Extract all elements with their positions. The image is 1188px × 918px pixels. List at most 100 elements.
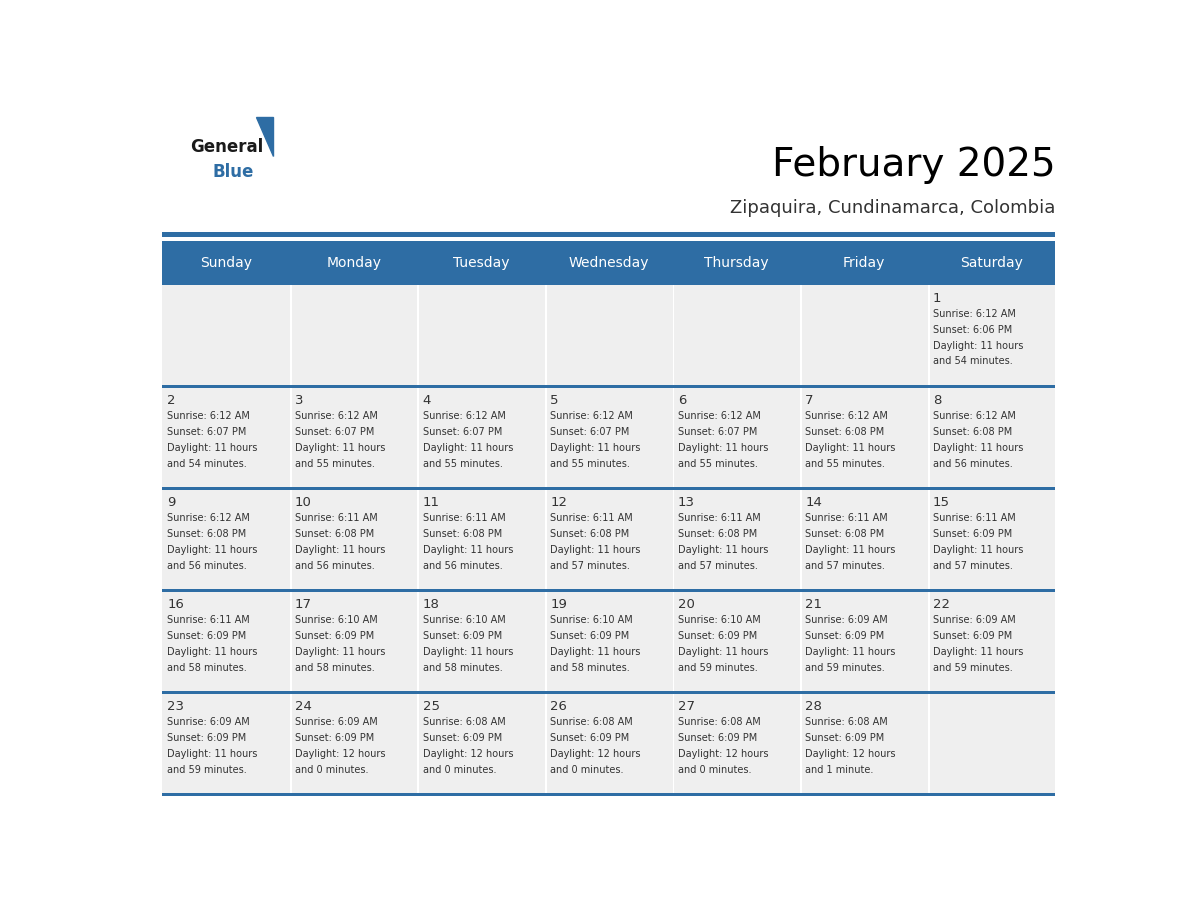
- Text: 11: 11: [423, 496, 440, 509]
- Text: 26: 26: [550, 700, 567, 713]
- Text: Sunset: 6:07 PM: Sunset: 6:07 PM: [423, 427, 503, 437]
- Text: Sunrise: 6:10 AM: Sunrise: 6:10 AM: [550, 615, 633, 625]
- Bar: [928, 592, 930, 694]
- Bar: [545, 694, 672, 796]
- Text: Sunrise: 6:11 AM: Sunrise: 6:11 AM: [933, 513, 1016, 523]
- Text: Sunrise: 6:12 AM: Sunrise: 6:12 AM: [295, 411, 378, 421]
- Bar: [928, 592, 1055, 694]
- Bar: [163, 241, 1055, 285]
- Text: Sunset: 6:09 PM: Sunset: 6:09 PM: [295, 733, 374, 743]
- Text: Sunset: 6:09 PM: Sunset: 6:09 PM: [550, 733, 630, 743]
- Text: and 58 minutes.: and 58 minutes.: [168, 663, 247, 673]
- Text: 14: 14: [805, 496, 822, 509]
- Text: Sunset: 6:08 PM: Sunset: 6:08 PM: [805, 529, 885, 539]
- Bar: [801, 387, 802, 489]
- Text: Daylight: 11 hours: Daylight: 11 hours: [805, 544, 896, 554]
- Bar: [672, 592, 801, 694]
- Text: Daylight: 11 hours: Daylight: 11 hours: [168, 442, 258, 453]
- Text: Sunrise: 6:12 AM: Sunrise: 6:12 AM: [805, 411, 889, 421]
- Text: Daylight: 12 hours: Daylight: 12 hours: [550, 749, 640, 759]
- Text: Daylight: 11 hours: Daylight: 11 hours: [295, 442, 385, 453]
- Text: Daylight: 11 hours: Daylight: 11 hours: [677, 647, 769, 657]
- Bar: [672, 489, 675, 592]
- Text: 6: 6: [677, 394, 687, 407]
- Bar: [163, 385, 1055, 387]
- Text: Sunset: 6:09 PM: Sunset: 6:09 PM: [677, 631, 757, 641]
- Bar: [801, 694, 928, 796]
- Bar: [290, 285, 292, 387]
- Text: Daylight: 11 hours: Daylight: 11 hours: [933, 544, 1023, 554]
- Text: and 57 minutes.: and 57 minutes.: [933, 561, 1013, 571]
- Text: 19: 19: [550, 598, 567, 610]
- Text: Sunset: 6:09 PM: Sunset: 6:09 PM: [423, 733, 501, 743]
- Text: Daylight: 11 hours: Daylight: 11 hours: [295, 647, 385, 657]
- Bar: [545, 489, 546, 592]
- Bar: [290, 387, 292, 489]
- Text: and 54 minutes.: and 54 minutes.: [933, 356, 1012, 366]
- Text: Sunrise: 6:10 AM: Sunrise: 6:10 AM: [423, 615, 505, 625]
- Text: Sunrise: 6:10 AM: Sunrise: 6:10 AM: [677, 615, 760, 625]
- Bar: [545, 694, 546, 796]
- Text: and 55 minutes.: and 55 minutes.: [423, 458, 503, 468]
- Bar: [290, 285, 417, 387]
- Text: and 59 minutes.: and 59 minutes.: [677, 663, 758, 673]
- Text: and 0 minutes.: and 0 minutes.: [295, 765, 368, 775]
- Text: Sunrise: 6:11 AM: Sunrise: 6:11 AM: [423, 513, 505, 523]
- Bar: [672, 387, 801, 489]
- Text: 8: 8: [933, 394, 941, 407]
- Text: 22: 22: [933, 598, 950, 610]
- Bar: [417, 285, 419, 387]
- Text: Sunset: 6:09 PM: Sunset: 6:09 PM: [805, 631, 885, 641]
- Text: and 55 minutes.: and 55 minutes.: [550, 458, 630, 468]
- Text: 10: 10: [295, 496, 312, 509]
- Text: Sunset: 6:08 PM: Sunset: 6:08 PM: [805, 427, 885, 437]
- Text: Sunrise: 6:09 AM: Sunrise: 6:09 AM: [933, 615, 1016, 625]
- Bar: [672, 694, 801, 796]
- Text: and 0 minutes.: and 0 minutes.: [550, 765, 624, 775]
- Text: and 57 minutes.: and 57 minutes.: [550, 561, 630, 571]
- Text: and 57 minutes.: and 57 minutes.: [677, 561, 758, 571]
- Text: Sunset: 6:08 PM: Sunset: 6:08 PM: [423, 529, 501, 539]
- Bar: [928, 489, 930, 592]
- Text: General: General: [190, 138, 264, 156]
- Text: 1: 1: [933, 292, 941, 305]
- Text: and 56 minutes.: and 56 minutes.: [933, 458, 1012, 468]
- Text: 25: 25: [423, 700, 440, 713]
- Text: Sunrise: 6:11 AM: Sunrise: 6:11 AM: [677, 513, 760, 523]
- Text: 17: 17: [295, 598, 312, 610]
- Text: and 0 minutes.: and 0 minutes.: [423, 765, 497, 775]
- Bar: [672, 694, 675, 796]
- Text: Sunset: 6:09 PM: Sunset: 6:09 PM: [933, 631, 1012, 641]
- Polygon shape: [257, 118, 273, 156]
- Bar: [801, 489, 802, 592]
- Text: Sunset: 6:07 PM: Sunset: 6:07 PM: [677, 427, 757, 437]
- Text: 24: 24: [295, 700, 312, 713]
- Bar: [801, 592, 928, 694]
- Bar: [928, 694, 930, 796]
- Bar: [417, 489, 545, 592]
- Bar: [163, 231, 1055, 238]
- Bar: [545, 285, 546, 387]
- Bar: [417, 489, 419, 592]
- Bar: [928, 387, 1055, 489]
- Text: Sunrise: 6:11 AM: Sunrise: 6:11 AM: [295, 513, 378, 523]
- Text: Sunrise: 6:08 AM: Sunrise: 6:08 AM: [423, 717, 505, 727]
- Bar: [163, 489, 290, 592]
- Text: Sunset: 6:08 PM: Sunset: 6:08 PM: [168, 529, 247, 539]
- Bar: [163, 285, 290, 387]
- Text: and 56 minutes.: and 56 minutes.: [295, 561, 374, 571]
- Text: and 58 minutes.: and 58 minutes.: [550, 663, 630, 673]
- Bar: [545, 592, 546, 694]
- Text: 12: 12: [550, 496, 567, 509]
- Bar: [163, 592, 290, 694]
- Text: Sunset: 6:06 PM: Sunset: 6:06 PM: [933, 325, 1012, 335]
- Bar: [290, 387, 417, 489]
- Text: Daylight: 11 hours: Daylight: 11 hours: [295, 544, 385, 554]
- Bar: [163, 588, 1055, 592]
- Text: Sunrise: 6:09 AM: Sunrise: 6:09 AM: [805, 615, 889, 625]
- Text: 13: 13: [677, 496, 695, 509]
- Text: Sunset: 6:08 PM: Sunset: 6:08 PM: [295, 529, 374, 539]
- Text: Daylight: 11 hours: Daylight: 11 hours: [677, 544, 769, 554]
- Text: Sunset: 6:07 PM: Sunset: 6:07 PM: [550, 427, 630, 437]
- Text: and 56 minutes.: and 56 minutes.: [168, 561, 247, 571]
